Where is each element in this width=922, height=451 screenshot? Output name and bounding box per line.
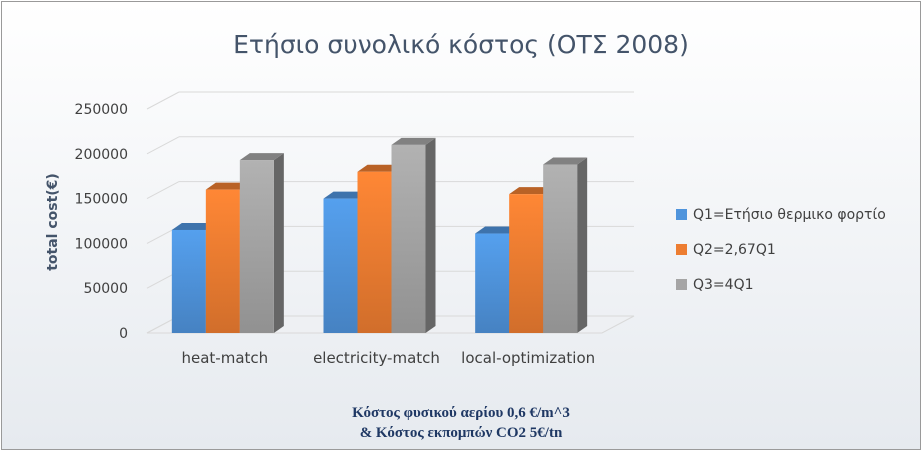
bar-top bbox=[205, 182, 250, 190]
legend-item: Q1=Ετήσιο θερμικο φορτίο bbox=[676, 207, 886, 223]
legend-item: Q2=2,67Q1 bbox=[676, 242, 776, 258]
y-tick-label: 50000 bbox=[83, 281, 128, 297]
legend-swatch bbox=[676, 244, 687, 255]
gridline bbox=[146, 181, 180, 200]
legend-swatch bbox=[676, 279, 687, 290]
gridline bbox=[146, 91, 180, 110]
plot-area: 0 50000 100000 150000 200000 250000 heat-match… bbox=[75, 91, 635, 367]
bar-top bbox=[509, 187, 554, 195]
bar-top bbox=[357, 164, 402, 172]
bar bbox=[239, 153, 284, 333]
legend-label: Q1=Ετήσιο θερμικο φορτίο bbox=[693, 207, 886, 223]
bar bbox=[543, 157, 588, 333]
caption-line-1: Κόστος φυσικού αερίου 0,6 €/m^3 bbox=[352, 405, 570, 421]
y-tick-label: 0 bbox=[119, 326, 128, 342]
y-tick-label: 150000 bbox=[75, 192, 128, 208]
bar-top bbox=[323, 191, 368, 199]
chart-caption: Κόστος φυσικού αερίου 0,6 €/m^3 & Κόστος… bbox=[0, 403, 922, 443]
x-tick-label: electricity-match bbox=[313, 349, 440, 367]
bar-front bbox=[509, 194, 544, 333]
x-tick-label: local-optimization bbox=[461, 349, 595, 367]
bar-front bbox=[239, 160, 274, 333]
x-tick-label: heat-match bbox=[181, 349, 268, 367]
y-tick-label: 200000 bbox=[75, 147, 128, 163]
bar-side bbox=[273, 153, 284, 333]
bar-front bbox=[543, 164, 578, 333]
bar-front bbox=[391, 144, 426, 333]
legend-label: Q2=2,67Q1 bbox=[693, 242, 776, 258]
y-tick-label: 100000 bbox=[75, 236, 128, 252]
bar-front bbox=[171, 229, 206, 333]
bar-front bbox=[475, 233, 510, 333]
bar-side bbox=[425, 137, 436, 333]
bar-top bbox=[543, 157, 588, 165]
bar bbox=[391, 137, 436, 333]
legend: Q1=Ετήσιο θερμικο φορτίο Q2=2,67Q1 Q3=4Q1 bbox=[676, 207, 886, 293]
bar-top bbox=[391, 137, 436, 145]
bar-top bbox=[475, 226, 520, 234]
chart-title: Ετήσιο συνολικό κόστος (ΟΤΣ 2008) bbox=[233, 30, 689, 59]
bar-top bbox=[171, 222, 216, 230]
legend-item: Q3=4Q1 bbox=[676, 277, 754, 293]
legend-label: Q3=4Q1 bbox=[693, 277, 754, 293]
bar-front bbox=[205, 189, 240, 333]
bar-front bbox=[357, 171, 392, 333]
y-axis-label: total cost(€) bbox=[45, 173, 61, 271]
caption-line-2: & Κόστος εκπομπών CO2 5€/tn bbox=[359, 425, 563, 441]
bar-top bbox=[239, 153, 284, 161]
y-tick-label: 250000 bbox=[75, 102, 128, 118]
bar-front bbox=[323, 198, 358, 333]
legend-swatch bbox=[676, 209, 687, 220]
bar-side bbox=[577, 157, 588, 333]
gridline bbox=[146, 136, 180, 155]
